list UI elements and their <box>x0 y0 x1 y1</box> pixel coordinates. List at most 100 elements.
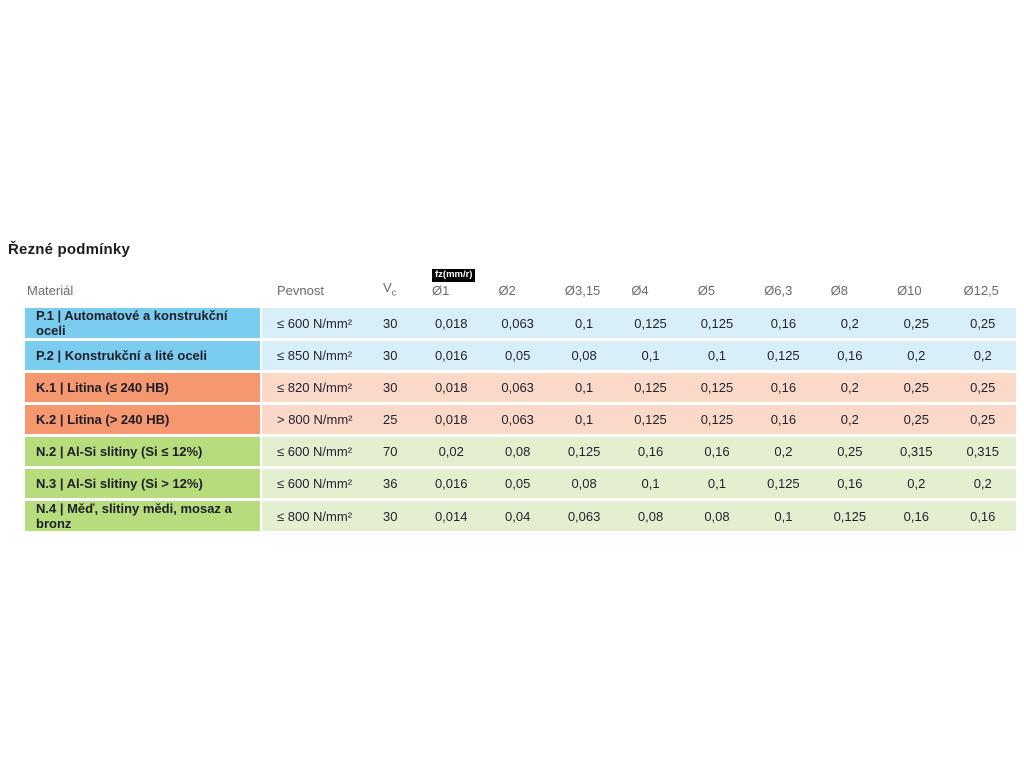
feed-value-cell: 0,315 <box>883 437 950 466</box>
cutting-speed-cell: 30 <box>368 373 418 402</box>
feed-value-cell: 0,05 <box>484 469 551 498</box>
feed-value-cell: 0,16 <box>617 437 684 466</box>
column-header-diameter-label: Ø8 <box>830 283 848 298</box>
feed-value-cell: 0,16 <box>949 501 1016 531</box>
feed-value-cell: 0,063 <box>550 501 618 531</box>
feed-value-cell: 0,018 <box>418 373 485 402</box>
feed-value-cell: 0,2 <box>883 341 950 370</box>
page-title: Řezné podmínky <box>8 241 130 258</box>
feed-value-cell: 0,2 <box>883 469 950 498</box>
feed-value-cell: 0,25 <box>883 373 950 402</box>
column-header-diameter: Ø2 <box>484 262 551 305</box>
feed-value-cell: 0,1 <box>550 373 618 402</box>
feed-value-cell: 0,2 <box>816 308 884 338</box>
strength-cell: ≤ 820 N/mm² <box>262 373 368 402</box>
feed-value-cell: 0,25 <box>949 308 1016 338</box>
strength-cell: ≤ 850 N/mm² <box>262 341 368 370</box>
cutting-speed-cell: 30 <box>368 501 418 531</box>
column-header-material: Materiál <box>25 262 262 305</box>
feed-value-cell: 0,125 <box>683 405 751 434</box>
feed-value-cell: 0,063 <box>484 405 551 434</box>
material-cell: N.2 | Al-Si slitiny (Si ≤ 12%) <box>25 437 262 466</box>
cutting-speed-cell: 25 <box>368 405 418 434</box>
column-header-diameter-label: Ø3,15 <box>564 283 601 298</box>
column-header-diameter: Ø5 <box>683 262 751 305</box>
cutting-speed-cell: 30 <box>368 308 418 338</box>
feed-value-cell: 0,16 <box>750 405 817 434</box>
feed-value-cell: 0,125 <box>750 469 817 498</box>
column-header-diameter-label: Ø6,3 <box>764 283 793 298</box>
feed-value-cell: 0,08 <box>683 501 751 531</box>
material-cell: P.1 | Automatové a konstrukční oceli <box>25 308 262 338</box>
feed-value-cell: 0,16 <box>816 469 884 498</box>
table-row: N.4 | Měď, slitiny mědi, mosaz a bronz ≤ … <box>25 501 1016 531</box>
cutting-speed-cell: 70 <box>368 437 418 466</box>
column-header-diameter: Ø3,15 <box>550 262 618 305</box>
table-body: P.1 | Automatové a konstrukční oceli ≤ 60… <box>25 308 1016 531</box>
column-header-diameter-label: Ø4 <box>631 283 649 298</box>
feed-value-cell: 0,25 <box>949 405 1016 434</box>
cutting-conditions-table: Materiál Pevnost Vc fz(mm/r) Ø1 Ø2 Ø3,15 Ø4 Ø… <box>25 259 1016 534</box>
table-row: N.3 | Al-Si slitiny (Si > 12%) ≤ 600 N/mm… <box>25 469 1016 498</box>
column-header-diameter: Ø4 <box>617 262 684 305</box>
feed-value-cell: 0,018 <box>418 405 485 434</box>
feed-value-cell: 0,125 <box>617 308 684 338</box>
feed-value-cell: 0,16 <box>683 437 751 466</box>
table-row: K.1 | Litina (≤ 240 HB) ≤ 820 N/mm² 30 0,01… <box>25 373 1016 402</box>
feed-value-cell: 0,125 <box>750 341 817 370</box>
cutting-conditions-section: Řezné podmínky Materiál Pevnost Vc fz(mm… <box>8 241 1018 534</box>
feed-value-cell: 0,25 <box>883 405 950 434</box>
feed-value-cell: 0,1 <box>617 469 684 498</box>
strength-cell: ≤ 600 N/mm² <box>262 308 368 338</box>
cutting-speed-cell: 30 <box>368 341 418 370</box>
table-header-row: Materiál Pevnost Vc fz(mm/r) Ø1 Ø2 Ø3,15 Ø4 Ø… <box>25 262 1016 305</box>
feed-unit-badge: fz(mm/r) <box>432 269 476 282</box>
feed-value-cell: 0,1 <box>750 501 817 531</box>
feed-value-cell: 0,16 <box>750 308 817 338</box>
feed-value-cell: 0,04 <box>484 501 551 531</box>
feed-value-cell: 0,125 <box>550 437 618 466</box>
table-row: N.2 | Al-Si slitiny (Si ≤ 12%) ≤ 600 N/mm… <box>25 437 1016 466</box>
column-header-diameter-label: Ø1 <box>432 283 450 298</box>
feed-value-cell: 0,125 <box>683 373 751 402</box>
feed-value-cell: 0,25 <box>883 308 950 338</box>
feed-value-cell: 0,1 <box>683 469 751 498</box>
table-row: K.2 | Litina (> 240 HB) > 800 N/mm² 25 0,01… <box>25 405 1016 434</box>
feed-value-cell: 0,018 <box>418 308 485 338</box>
strength-cell: > 800 N/mm² <box>262 405 368 434</box>
feed-value-cell: 0,063 <box>484 373 551 402</box>
column-header-diameter-label: Ø10 <box>897 283 922 298</box>
column-header-diameter: Ø10 <box>883 262 950 305</box>
feed-value-cell: 0,1 <box>617 341 684 370</box>
column-header-diameter-label: Ø2 <box>498 283 516 298</box>
feed-value-cell: 0,08 <box>550 341 618 370</box>
feed-value-cell: 0,08 <box>484 437 551 466</box>
column-header-diameter: Ø12,5 <box>949 262 1016 305</box>
feed-value-cell: 0,016 <box>418 341 485 370</box>
feed-value-cell: 0,16 <box>883 501 950 531</box>
column-header-diameter-label: Ø12,5 <box>963 283 999 298</box>
feed-value-cell: 0,2 <box>816 373 884 402</box>
feed-value-cell: 0,2 <box>816 405 884 434</box>
column-header-diameter: Ø8 <box>816 262 884 305</box>
material-cell: K.2 | Litina (> 240 HB) <box>25 405 262 434</box>
table-row: P.1 | Automatové a konstrukční oceli ≤ 60… <box>25 308 1016 338</box>
column-header-diameter-label: Ø5 <box>697 283 716 298</box>
feed-value-cell: 0,2 <box>949 469 1016 498</box>
feed-value-cell: 0,2 <box>750 437 817 466</box>
feed-value-cell: 0,125 <box>683 308 751 338</box>
strength-cell: ≤ 800 N/mm² <box>262 501 368 531</box>
feed-value-cell: 0,1 <box>683 341 751 370</box>
column-header-diameter: Ø6,3 <box>750 262 817 305</box>
feed-value-cell: 0,16 <box>750 373 817 402</box>
feed-value-cell: 0,08 <box>550 469 618 498</box>
feed-value-cell: 0,25 <box>949 373 1016 402</box>
feed-value-cell: 0,2 <box>949 341 1016 370</box>
feed-value-cell: 0,063 <box>484 308 551 338</box>
material-cell: P.2 | Konstrukční a lité oceli <box>25 341 262 370</box>
feed-value-cell: 0,05 <box>484 341 551 370</box>
material-cell: N.4 | Měď, slitiny mědi, mosaz a bronz <box>25 501 262 531</box>
strength-cell: ≤ 600 N/mm² <box>262 469 368 498</box>
feed-value-cell: 0,02 <box>418 437 485 466</box>
feed-value-cell: 0,25 <box>816 437 884 466</box>
